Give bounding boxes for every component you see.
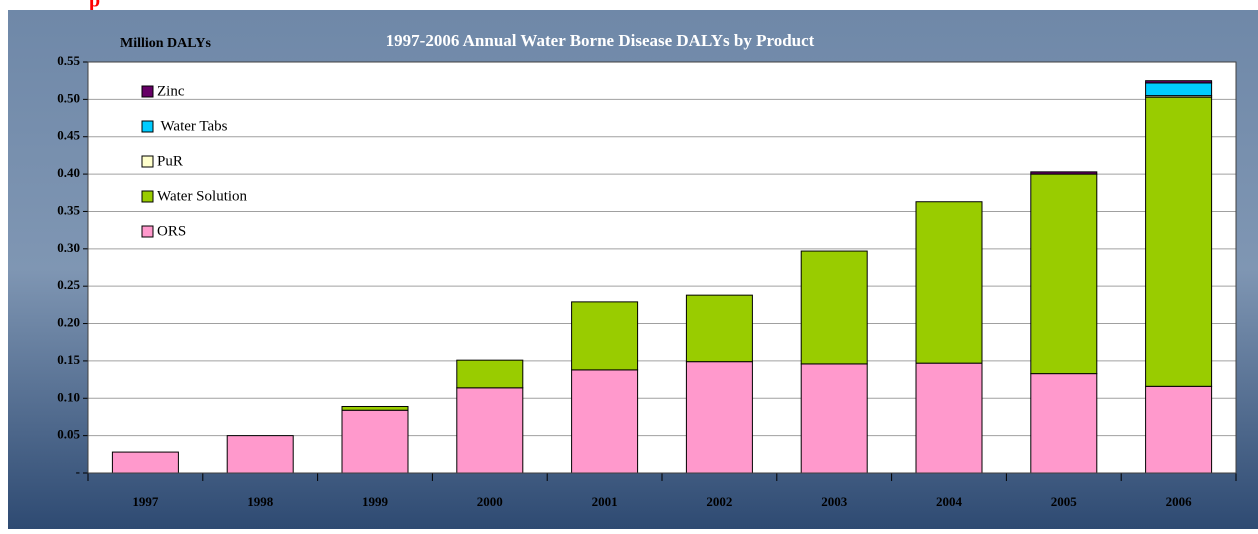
y-tick-label: 0.05	[57, 427, 80, 442]
y-tick-label: 0.45	[57, 128, 80, 143]
bar-segment	[1030, 373, 1098, 474]
legend-swatch	[141, 85, 154, 98]
x-tick-label: 2002	[706, 494, 732, 509]
x-tick-label: 2005	[1051, 494, 1078, 509]
bar-segment	[685, 361, 753, 474]
x-tick-label: 1999	[362, 494, 389, 509]
y-tick-label: 0.50	[57, 90, 80, 105]
y-tick-label: 0.25	[57, 277, 80, 292]
legend-swatch	[141, 190, 154, 203]
y-tick-label: 0.40	[57, 165, 80, 180]
bar-segment	[1145, 82, 1213, 97]
y-tick-label: 0.30	[57, 240, 80, 255]
y-tick-label: -	[76, 464, 80, 479]
header-fragment: p	[89, 0, 100, 12]
bar-segment	[341, 405, 409, 411]
bar-segment	[111, 451, 179, 474]
y-tick-label: 0.20	[57, 315, 80, 330]
bar-segment	[456, 359, 524, 389]
y-tick-label: 0.15	[57, 352, 80, 367]
bar-segment	[1145, 96, 1213, 387]
bar-segment	[685, 294, 753, 363]
bar-segment	[571, 369, 639, 474]
bar-segment	[915, 362, 983, 474]
bar-segment	[1030, 173, 1098, 375]
chart-title: 1997-2006 Annual Water Borne Disease DAL…	[386, 31, 815, 50]
x-tick-label: 1997	[132, 494, 159, 509]
bar-segment	[1145, 385, 1213, 474]
y-axis-label: Million DALYs	[120, 36, 211, 51]
bar-segment	[456, 387, 524, 474]
x-tick-label: 2000	[477, 494, 503, 509]
bar-segment	[226, 435, 294, 474]
legend-label: Water Tabs	[157, 118, 228, 134]
legend-swatch	[141, 120, 154, 133]
legend-label: PuR	[157, 153, 183, 169]
bar-segment	[1030, 171, 1098, 175]
y-tick-label: 0.10	[57, 389, 80, 404]
bar-segment	[800, 250, 868, 365]
legend-label: ORS	[157, 223, 186, 239]
x-tick-label: 2006	[1166, 494, 1193, 509]
bar-segment	[800, 363, 868, 474]
y-tick-label: 0.55	[57, 53, 80, 68]
y-tick-label: 0.35	[57, 202, 80, 217]
legend-swatch	[141, 225, 154, 238]
legend-label: Zinc	[157, 83, 185, 99]
bar-segment	[1145, 80, 1213, 84]
x-tick-label: 2001	[592, 494, 618, 509]
legend-label: Water Solution	[157, 188, 248, 204]
bar-segment	[341, 409, 409, 474]
plot-border	[87, 61, 1237, 474]
bar-segment	[915, 201, 983, 364]
legend-swatch	[141, 155, 154, 168]
x-tick-label: 1998	[247, 494, 274, 509]
x-tick-label: 2004	[936, 494, 963, 509]
bar-segment	[571, 301, 639, 371]
x-tick-label: 2003	[821, 494, 848, 509]
